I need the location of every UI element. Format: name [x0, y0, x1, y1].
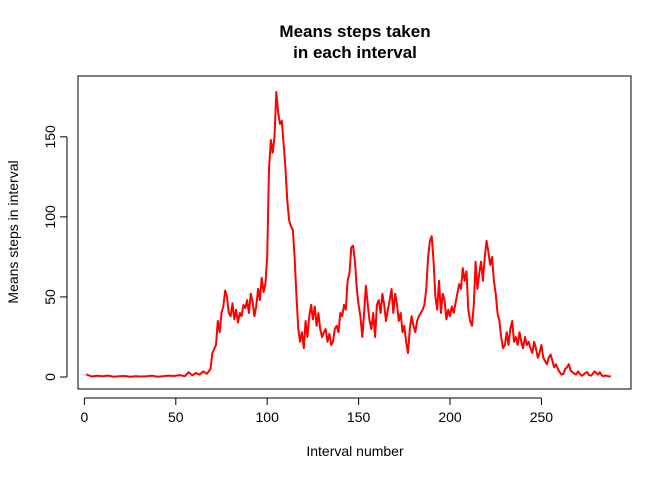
- x-axis-label: Interval number: [306, 443, 404, 459]
- y-tick-label: 0: [42, 373, 58, 381]
- x-tick-label: 0: [80, 409, 88, 425]
- y-tick-label: 100: [42, 205, 58, 229]
- chart-title-line-2: in each interval: [293, 43, 417, 62]
- y-axis: 0 50 100 150: [42, 125, 68, 381]
- x-tick-label: 150: [347, 409, 371, 425]
- chart-title-line-1: Means steps taken: [279, 22, 430, 41]
- y-tick-label: 50: [42, 289, 58, 305]
- series-line-0: [85, 91, 612, 378]
- x-tick-label: 250: [530, 409, 554, 425]
- x-tick-label: 50: [168, 409, 184, 425]
- x-tick-label: 200: [438, 409, 462, 425]
- y-tick-label: 150: [42, 125, 58, 149]
- x-axis: 0 50 100 150 200 250: [80, 397, 554, 425]
- x-tick-label: 100: [256, 409, 280, 425]
- series-group: [85, 91, 612, 378]
- y-axis-label: Means steps in interval: [5, 160, 21, 303]
- plot-frame: [77, 75, 632, 390]
